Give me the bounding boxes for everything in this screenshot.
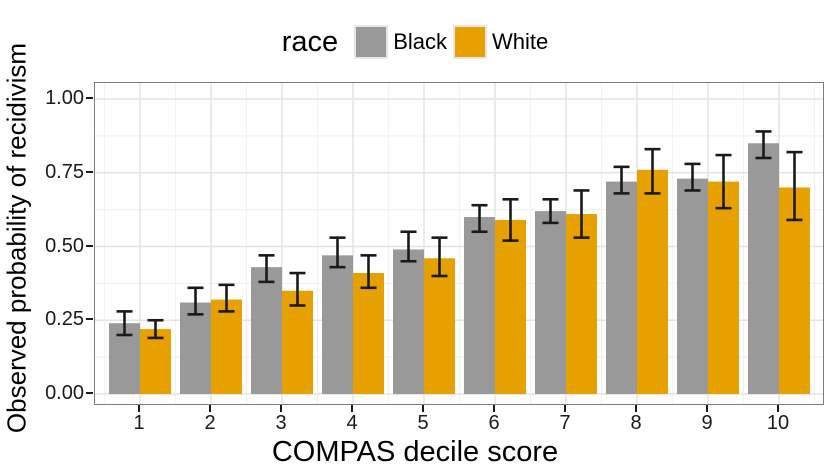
bar-black-decile-7 <box>535 211 566 394</box>
y-tick-label: 1.00 <box>45 87 84 109</box>
white-swatch-icon <box>454 27 485 57</box>
x-tick-label: 8 <box>630 412 642 434</box>
bar-white-decile-5 <box>424 258 455 394</box>
bar-black-decile-6 <box>464 217 495 394</box>
x-axis-tick <box>777 405 779 412</box>
x-axis-tick <box>209 405 211 412</box>
y-tick-label: 0.25 <box>45 308 84 331</box>
x-tick-label: 1 <box>133 412 145 434</box>
x-axis-title: COMPAS decile score <box>271 436 559 468</box>
bar-white-decile-9 <box>708 181 739 394</box>
black-swatch-icon <box>356 27 387 57</box>
bar-white-decile-4 <box>353 273 384 394</box>
x-axis-tick <box>351 405 353 412</box>
y-axis-tick <box>86 170 93 173</box>
legend-key-black <box>354 25 389 59</box>
x-axis-tick <box>564 405 566 412</box>
legend-label-white: White <box>491 29 549 54</box>
legend: race Black White <box>0 20 830 64</box>
bar-black-decile-4 <box>322 255 353 394</box>
x-axis-tick <box>635 405 637 412</box>
x-axis-tick <box>493 405 495 412</box>
x-axis-tick <box>706 405 708 412</box>
x-tick-label: 2 <box>204 412 216 434</box>
x-tick-label: 7 <box>559 412 571 434</box>
legend-title: race <box>281 25 339 58</box>
x-axis-tick <box>280 405 282 412</box>
legend-key-white <box>452 25 487 59</box>
bar-black-decile-8 <box>606 181 637 394</box>
bar-black-decile-2 <box>180 302 211 394</box>
y-axis-tick <box>86 318 93 321</box>
plot-panel <box>94 82 824 405</box>
legend-label-black: Black <box>393 29 447 54</box>
y-tick-label: 0.50 <box>45 234 84 257</box>
x-tick-label: 5 <box>417 412 429 434</box>
x-tick-label: 3 <box>275 412 287 434</box>
y-tick-label: 0.00 <box>45 382 84 404</box>
y-axis-tick <box>86 392 93 394</box>
y-axis-tick <box>86 97 93 99</box>
plot-svg <box>95 83 823 404</box>
bar-white-decile-10 <box>779 187 810 394</box>
bar-white-decile-7 <box>566 214 597 394</box>
bar-black-decile-5 <box>393 249 424 394</box>
bar-white-decile-6 <box>495 219 526 394</box>
bar-white-decile-1 <box>140 329 171 394</box>
bar-black-decile-9 <box>677 178 708 394</box>
x-tick-label: 4 <box>346 412 358 434</box>
bar-black-decile-10 <box>748 143 779 394</box>
bar-white-decile-3 <box>282 290 313 394</box>
x-tick-label: 10 <box>766 412 790 434</box>
y-tick-label: 0.75 <box>45 160 84 183</box>
y-axis-tick <box>86 244 93 247</box>
bar-white-decile-8 <box>637 169 668 394</box>
bar-black-decile-3 <box>251 267 282 394</box>
x-tick-label: 6 <box>488 412 500 434</box>
x-axis-tick <box>138 405 140 412</box>
x-axis-tick <box>422 405 424 412</box>
x-tick-label: 9 <box>701 412 713 434</box>
bar-white-decile-2 <box>211 299 242 394</box>
